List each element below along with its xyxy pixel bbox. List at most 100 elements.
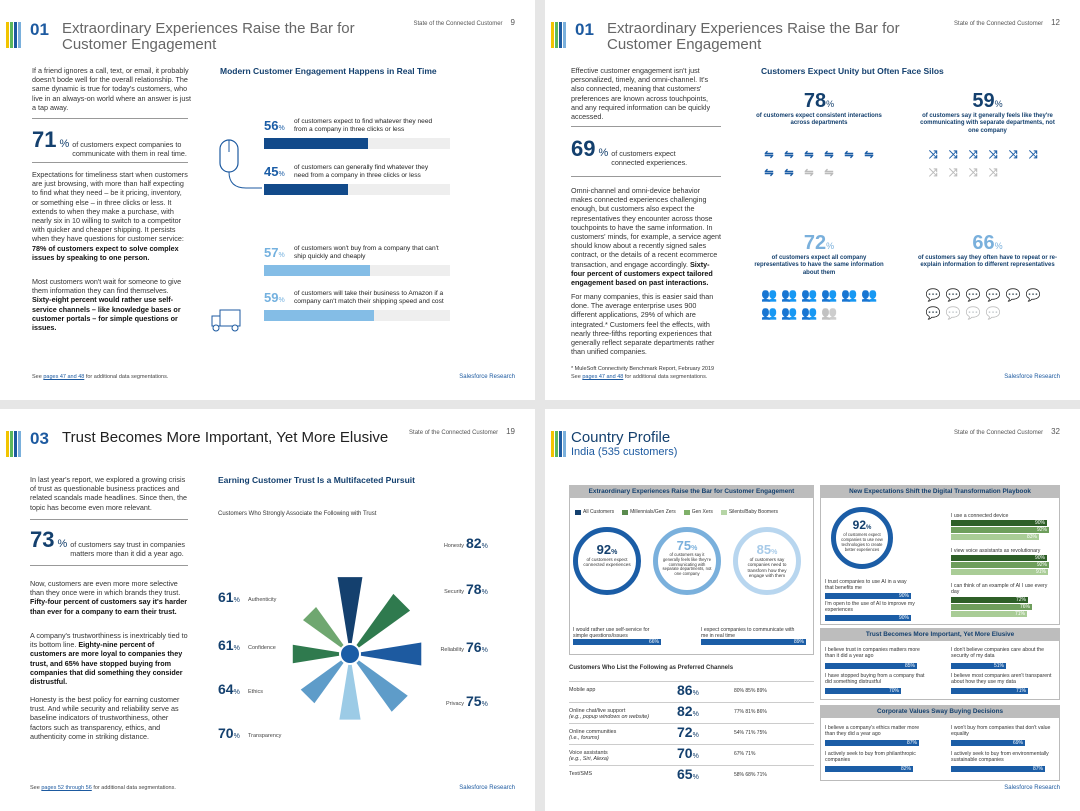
radial-bar-authenticity bbox=[303, 607, 350, 654]
stat-bar: 92% bbox=[951, 527, 1049, 533]
radial-bar-ethics bbox=[300, 654, 350, 704]
stat-label: I'm open to the use of AI to improve my … bbox=[825, 601, 915, 614]
stat-label: I expect companies to communicate with m… bbox=[701, 627, 795, 640]
report-page-32: Country Profile India (535 customers) St… bbox=[545, 409, 1080, 811]
stat-block: 59% of customers say it generally feels l… bbox=[920, 90, 1055, 134]
section-stripes bbox=[551, 22, 566, 48]
divider bbox=[571, 126, 721, 127]
stat-bar: 72% bbox=[951, 597, 1028, 603]
trust-value-transparency: 70% bbox=[218, 725, 240, 741]
footer-note: See pages 47 and 48 for additional data … bbox=[571, 374, 708, 380]
brand: Salesforce Research bbox=[459, 785, 515, 791]
channel-row: Mobile app 86% 80% 85% 89% bbox=[569, 681, 814, 702]
body-text: Honesty is the best policy for earning c… bbox=[30, 695, 180, 741]
section-title: Extraordinary Experiences Raise the Bar … bbox=[62, 20, 355, 53]
trust-label-confidence: Confidence bbox=[248, 645, 276, 651]
trust-label-reliability: Reliability bbox=[440, 647, 464, 653]
page-title: Country Profile bbox=[571, 429, 671, 446]
key-stat: 73% of customers say trust in companies m… bbox=[30, 527, 185, 558]
trust-label-ethics: Ethics bbox=[248, 689, 263, 695]
stat-label: I view voice assistants as revolutionary bbox=[951, 548, 1041, 554]
stat-bar: 66% bbox=[573, 639, 661, 645]
stat-bar: 89% bbox=[701, 639, 806, 645]
running-header: State of the Connected Customer 12 bbox=[954, 18, 1060, 27]
stat-bar: 70% bbox=[825, 688, 901, 694]
divider bbox=[32, 118, 188, 119]
ring-stat: 92% of customers expect companies to use … bbox=[831, 507, 893, 569]
ring-stat: 85% of customers say companies need to tr… bbox=[733, 527, 801, 595]
stat-label: I trust companies to use AI in a way tha… bbox=[825, 579, 907, 592]
trust-value-ethics: 64% bbox=[218, 681, 240, 697]
bar-mark bbox=[264, 184, 348, 195]
body-text: Now, customers are even more more select… bbox=[30, 579, 188, 616]
channel-row: Online communities (i.e., forums) 72% 54% 7… bbox=[569, 723, 814, 744]
intro-text: If a friend ignores a call, text, or ema… bbox=[32, 66, 191, 112]
footer-link[interactable]: pages 47 and 48 bbox=[582, 374, 624, 380]
section-title: Extraordinary Experiences Raise the Bar … bbox=[607, 20, 900, 53]
stat-bar: 87% bbox=[825, 740, 919, 746]
body-text: Expectations for timeliness start when c… bbox=[32, 170, 188, 262]
trust-label-honesty: Honesty bbox=[443, 543, 464, 549]
footer-link[interactable]: pages 52 through 56 bbox=[41, 785, 92, 791]
divider bbox=[32, 162, 188, 163]
trust-label-privacy: Privacy bbox=[445, 701, 464, 707]
section-stripes bbox=[551, 431, 566, 457]
stat-label: I have stopped buying from a company tha… bbox=[825, 673, 925, 686]
trust-value-reliability: 76% bbox=[466, 639, 488, 655]
body-text: Omni-channel and omni-device behavior ma… bbox=[571, 186, 721, 288]
stat-bar: 91% bbox=[951, 569, 1048, 575]
brand: Salesforce Research bbox=[1004, 785, 1060, 791]
people-icons: 👥 👥 👥 👥 👥 👥 👥 👥 👥 👥 bbox=[761, 287, 878, 320]
bar-mark bbox=[264, 265, 371, 276]
stat-label: I can think of an example of AI I use ev… bbox=[951, 583, 1048, 596]
stat-label: I believe trust in companies matters mor… bbox=[825, 647, 920, 660]
stat-label: I use a connected device bbox=[951, 513, 1009, 519]
bar-mark bbox=[264, 138, 369, 149]
radial-bar-security bbox=[350, 593, 411, 654]
trust-value-security: 78% bbox=[466, 581, 488, 597]
chart-legend: All Customers Millennials/Gen Zers Gen Xer… bbox=[575, 509, 778, 515]
brand: Salesforce Research bbox=[1004, 374, 1060, 380]
channel-row: Online chat/live support (e.g., popup win… bbox=[569, 702, 814, 723]
channels-title: Customers Who List the Following as Pref… bbox=[569, 665, 734, 671]
stat-label: I actively seek to buy from philanthropi… bbox=[825, 751, 916, 764]
ring-stat: 92% of customers expect connected experie… bbox=[573, 527, 641, 595]
silo-icons: ⤨ ⤨ ⤨ ⤨ ⤨ ⤨ ⤨ ⤨ ⤨ ⤨ bbox=[928, 149, 1038, 179]
stat-bar: 51% bbox=[951, 663, 1006, 669]
trust-value-honesty: 82% bbox=[466, 535, 488, 551]
channel-row: Text/SMS 65% 58% 68% 71% bbox=[569, 765, 814, 786]
stat-block: 78% of customers expect consistent intera… bbox=[756, 90, 882, 127]
trust-label-transparency: Transparency bbox=[248, 733, 282, 739]
radial-bar-honesty bbox=[337, 577, 363, 654]
intro-text: In last year's report, we explored a gro… bbox=[30, 475, 188, 512]
section-number: 01 bbox=[30, 20, 49, 39]
radial-bar-privacy bbox=[350, 654, 408, 712]
key-stat: 69% of customers expect connected experie… bbox=[571, 136, 688, 167]
radial-bar-confidence bbox=[292, 644, 350, 664]
brand: Salesforce Research bbox=[459, 374, 515, 380]
footer-note: See pages 47 and 48 for additional data … bbox=[32, 374, 169, 380]
running-header: State of the Connected Customer 32 bbox=[954, 427, 1060, 436]
stat-bar: 90% bbox=[951, 555, 1047, 561]
stat-bar: 87% bbox=[951, 766, 1045, 772]
truck-icon bbox=[211, 309, 241, 332]
speech-icons: 💬 💬 💬 💬 💬 💬 💬 💬 💬 💬 bbox=[925, 288, 1041, 320]
trust-value-privacy: 75% bbox=[466, 693, 488, 709]
report-page-12: 01 Extraordinary Experiences Raise the B… bbox=[545, 0, 1080, 400]
stat-bar: 69% bbox=[951, 740, 1025, 746]
handshake-icon bbox=[339, 643, 361, 665]
ring-stat: 75% of customers say it generally feels l… bbox=[653, 527, 721, 595]
stat-block: 72% of customers expect all company repre… bbox=[754, 232, 884, 276]
footer-note: See pages 52 through 56 for additional d… bbox=[30, 785, 176, 791]
stat-label: I believe a company's ethics matter more… bbox=[825, 725, 920, 738]
chart-title: Customers Expect Unity but Often Face Si… bbox=[761, 66, 944, 76]
divider bbox=[30, 565, 188, 566]
stat-bar: 82% bbox=[825, 766, 913, 772]
radial-bar-reliability bbox=[350, 642, 422, 666]
connection-icons: ⇋ ⇋ ⇋ ⇋ ⇋ ⇋ ⇋ ⇋ ⇋ ⇋ bbox=[764, 149, 874, 179]
stat-bar: 71% bbox=[951, 688, 1028, 694]
report-page-9: 01 Extraordinary Experiences Raise the B… bbox=[0, 0, 535, 400]
stat-bar: 85% bbox=[825, 663, 917, 669]
footer-link[interactable]: pages 47 and 48 bbox=[43, 374, 85, 380]
running-header: State of the Connected Customer 19 bbox=[409, 427, 515, 436]
